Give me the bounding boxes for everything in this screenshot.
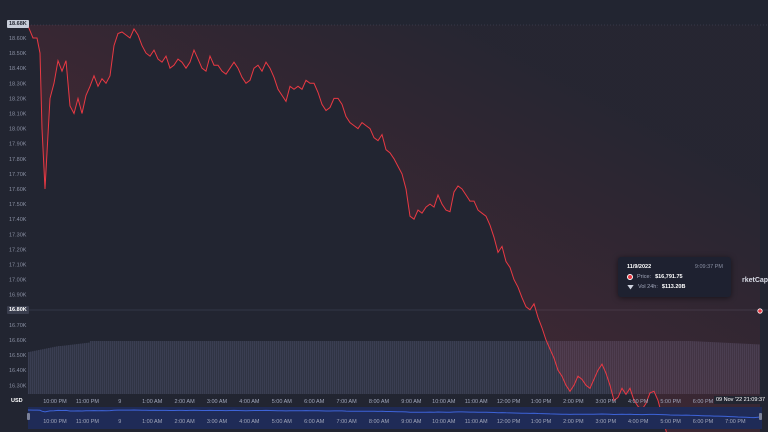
watermark: rketCap [742,277,768,284]
svg-text:18.20K: 18.20K [9,96,27,102]
svg-text:18.50K: 18.50K [9,51,27,57]
y-axis-ticks: 18.60K 18.50K 18.40K 18.30K 18.20K 18.10K 18.0… [9,36,27,389]
price-area-fill [28,25,760,432]
svg-text:5:00 PM: 5:00 PM [660,399,681,405]
svg-text:17.70K: 17.70K [9,172,27,178]
svg-text:10:00 PM: 10:00 PM [43,419,67,425]
currency-label: USD [11,398,23,404]
current-price-badge: 16.80K [7,306,29,314]
svg-text:7:00 AM: 7:00 AM [337,419,358,425]
svg-text:1:00 PM: 1:00 PM [531,399,552,405]
svg-text:5:00 AM: 5:00 AM [272,399,293,405]
svg-text:8:00 AM: 8:00 AM [369,419,390,425]
svg-text:3:00 PM: 3:00 PM [596,419,617,425]
svg-text:2:00 AM: 2:00 AM [175,399,196,405]
top-price-badge: 18.68K [7,20,29,28]
navigator-handle-left[interactable] [27,413,30,420]
svg-text:18.10K: 18.10K [9,112,27,118]
svg-text:1:00 PM: 1:00 PM [531,419,552,425]
svg-text:4:00 PM: 4:00 PM [628,399,649,405]
svg-text:10:00 PM: 10:00 PM [43,399,67,405]
svg-text:9:00 AM: 9:00 AM [401,399,422,405]
svg-text:6:00 AM: 6:00 AM [304,419,325,425]
svg-text:17.30K: 17.30K [9,232,27,238]
svg-text:7:00 PM: 7:00 PM [725,419,746,425]
svg-text:17.60K: 17.60K [9,187,27,193]
crosshair-datestamp: 09 Nov '22 21:09:37 [714,396,768,404]
tooltip-date: 11/9/2022 [627,264,652,270]
svg-text:16.40K: 16.40K [9,368,27,374]
svg-text:17.40K: 17.40K [9,217,27,223]
svg-text:17.80K: 17.80K [9,157,27,163]
svg-text:12:00 PM: 12:00 PM [497,419,521,425]
svg-text:17.20K: 17.20K [9,247,27,253]
tooltip-time: 9:09:37 PM [694,264,723,270]
svg-text:11:00 AM: 11:00 AM [465,419,488,425]
svg-text:17.10K: 17.10K [9,263,27,269]
svg-text:18.40K: 18.40K [9,66,27,72]
svg-text:1:00 AM: 1:00 AM [142,399,163,405]
price-dot-icon [627,274,633,280]
svg-text:16.50K: 16.50K [9,353,27,359]
svg-text:4:00 AM: 4:00 AM [239,399,260,405]
svg-text:4:00 PM: 4:00 PM [628,419,649,425]
svg-text:17.50K: 17.50K [9,202,27,208]
svg-text:4:00 AM: 4:00 AM [239,419,260,425]
hover-marker [757,308,763,314]
x-axis-ticks: 10:00 PM 11:00 PM 9 1:00 AM 2:00 AM 3:00 AM 4:… [43,399,746,405]
svg-text:5:00 PM: 5:00 PM [660,419,681,425]
svg-text:5:00 AM: 5:00 AM [272,419,293,425]
navigator-handle-right[interactable] [759,413,762,420]
tooltip-volume-row: Vol 24h: $113.20B [627,284,685,290]
svg-text:9: 9 [118,419,121,425]
svg-text:3:00 AM: 3:00 AM [207,399,228,405]
tooltip: 11/9/2022 9:09:37 PM Price: $16,791.75 V… [618,257,731,297]
svg-text:9:00 AM: 9:00 AM [401,419,422,425]
svg-text:3:00 AM: 3:00 AM [207,419,228,425]
tooltip-price-value: $16,791.75 [655,274,683,280]
navigator-line [27,409,761,419]
navigator-bg[interactable] [28,407,762,429]
tooltip-price-row: Price: $16,791.75 [627,274,683,280]
volume-icon [627,284,634,290]
svg-text:3:00 PM: 3:00 PM [596,399,617,405]
svg-text:6:00 AM: 6:00 AM [304,399,325,405]
svg-text:6:00 PM: 6:00 PM [693,419,714,425]
tooltip-vol-value: $113.20B [661,284,686,290]
svg-text:17.00K: 17.00K [9,278,27,284]
svg-text:8:00 AM: 8:00 AM [369,399,390,405]
svg-text:2:00 PM: 2:00 PM [563,419,584,425]
svg-text:11:00 PM: 11:00 PM [76,419,100,425]
svg-text:16.30K: 16.30K [9,383,27,389]
svg-text:9: 9 [118,399,121,405]
svg-text:16.70K: 16.70K [9,323,27,329]
svg-text:7:00 AM: 7:00 AM [337,399,358,405]
svg-text:18.30K: 18.30K [9,81,27,87]
svg-text:18.00K: 18.00K [9,127,27,133]
navigator-ticks: 10:00 PM 11:00 PM 9 1:00 AM 2:00 AM 3:00 AM 4:… [43,419,746,425]
svg-text:17.90K: 17.90K [9,142,27,148]
svg-text:11:00 AM: 11:00 AM [465,399,488,405]
svg-text:16.90K: 16.90K [9,293,27,299]
svg-text:2:00 PM: 2:00 PM [563,399,584,405]
svg-text:6:00 PM: 6:00 PM [693,399,714,405]
svg-text:10:00 AM: 10:00 AM [432,399,456,405]
svg-text:10:00 AM: 10:00 AM [432,419,456,425]
svg-text:1:00 AM: 1:00 AM [142,419,163,425]
svg-text:16.60K: 16.60K [9,338,27,344]
svg-text:11:00 PM: 11:00 PM [76,399,100,405]
tooltip-vol-label: Vol 24h: [638,284,658,290]
tooltip-price-label: Price: [637,274,652,280]
svg-text:12:00 PM: 12:00 PM [497,399,521,405]
svg-text:18.60K: 18.60K [9,36,27,42]
svg-text:2:00 AM: 2:00 AM [175,419,196,425]
